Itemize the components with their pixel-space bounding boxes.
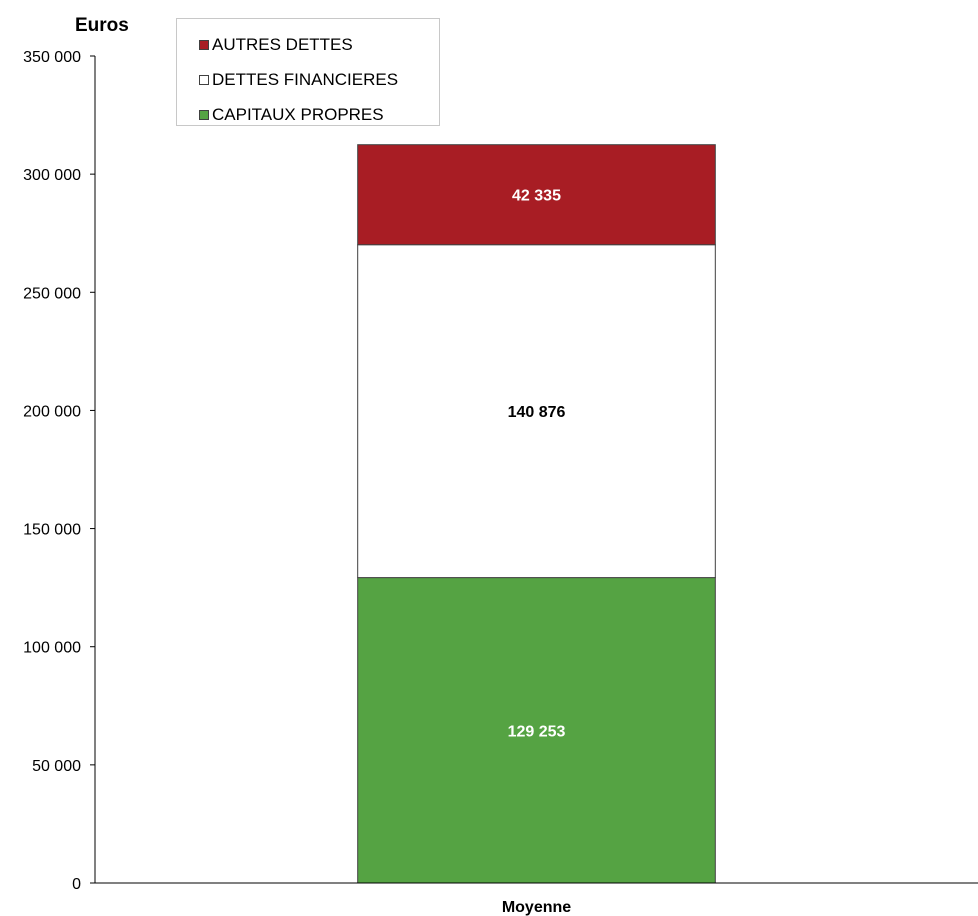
bar-segment-capitaux-propres [357,577,716,884]
y-axis-title: Euros [75,15,129,36]
x-axis: Moyenne [95,882,978,916]
legend: AUTRES DETTES DETTES FINANCIERES CAPITAU… [176,18,440,126]
y-tick-label: 150 000 [23,522,81,539]
data-label-autres-dettes: 42 335 [512,188,561,205]
y-axis: 0 50 000 100 000 150 000 200 000 250 000 300 0… [23,49,96,893]
legend-item-autres-dettes: AUTRES DETTES [177,27,439,62]
y-tick-label: 300 000 [23,167,81,184]
y-tick-label: 50 000 [32,758,81,775]
bar-segment-dettes-financieres [357,244,716,579]
legend-item-capitaux-propres: CAPITAUX PROPRES [177,97,439,132]
legend-swatch-capitaux-propres [199,109,209,120]
data-label-dettes-financieres: 140 876 [508,404,566,421]
y-tick-label: 100 000 [23,640,81,657]
x-category-label: Moyenne [502,899,571,916]
data-label-capitaux-propres: 129 253 [508,723,566,740]
y-tick-label: 200 000 [23,403,81,420]
legend-label-dettes-financieres: DETTES FINANCIERES [212,69,399,89]
y-tick-label: 350 000 [23,49,81,66]
legend-label-capitaux-propres: CAPITAUX PROPRES [212,104,384,124]
legend-item-dettes-financieres: DETTES FINANCIERES [177,62,439,97]
y-tick-label: 0 [72,876,81,893]
legend-label-autres-dettes: AUTRES DETTES [212,34,353,54]
legend-swatch-autres-dettes [199,39,209,50]
legend-swatch-dettes-financieres [199,74,209,85]
bar-segment-autres-dettes [357,144,716,246]
bars-group: 129 253 140 876 42 335 [357,144,716,884]
y-tick-label: 250 000 [23,285,81,302]
